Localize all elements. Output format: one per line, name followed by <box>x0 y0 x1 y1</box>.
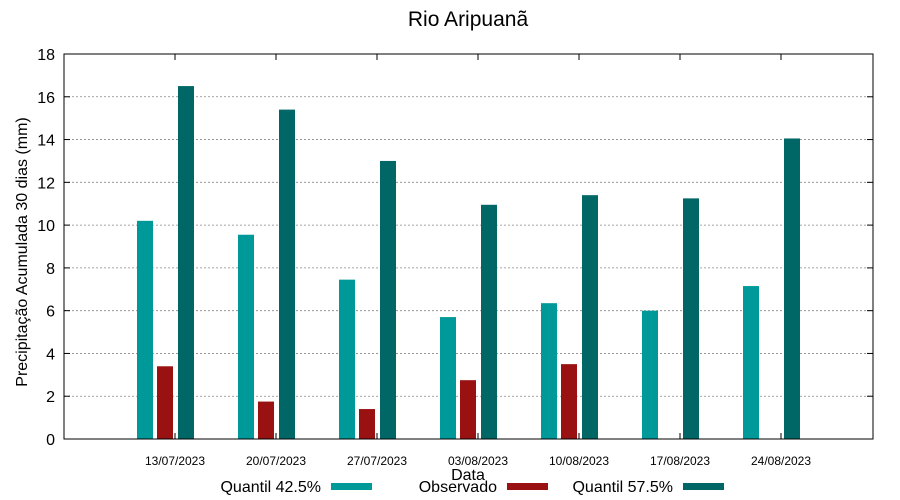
bar-observado-2 <box>359 409 375 439</box>
legend-label-1: Observado <box>419 479 497 496</box>
y-tick-label: 16 <box>37 90 55 107</box>
x-axis-label: Data <box>451 467 485 484</box>
legend-swatch-0 <box>331 483 372 490</box>
bar-quantil-42-5--3 <box>440 317 456 439</box>
bar-observado-1 <box>258 401 274 439</box>
bar-quantil-57-5--2 <box>380 160 396 439</box>
legend-label-0: Quantil 42.5% <box>220 479 321 496</box>
bar-observado-0 <box>157 366 173 439</box>
bar-quantil-42-5--2 <box>339 279 355 439</box>
bar-quantil-57-5--0 <box>178 86 194 439</box>
x-tick-label: 24/08/2023 <box>751 454 811 468</box>
y-tick-label: 10 <box>37 218 55 235</box>
bar-quantil-57-5--6 <box>784 138 800 439</box>
y-tick-label: 2 <box>46 389 55 406</box>
bar-observado-4 <box>561 364 577 439</box>
legend-swatch-2 <box>683 483 724 490</box>
chart-title: Rio Aripuanã <box>408 8 529 31</box>
bar-quantil-57-5--5 <box>683 198 699 439</box>
bars <box>137 86 800 439</box>
bar-quantil-57-5--3 <box>481 204 497 439</box>
bar-quantil-57-5--4 <box>582 195 598 439</box>
x-tick-label: 17/08/2023 <box>650 454 710 468</box>
bar-quantil-42-5--1 <box>238 234 254 439</box>
x-axis-ticks: 13/07/2023 20/07/2023 27/07/2023 03/08/2023… <box>145 54 811 468</box>
bar-quantil-42-5--5 <box>642 310 658 439</box>
x-tick-label: 13/07/2023 <box>145 454 205 468</box>
y-tick-label: 18 <box>37 47 55 64</box>
y-tick-label: 14 <box>37 133 55 150</box>
bar-quantil-42-5--0 <box>137 220 153 439</box>
legend-swatch-1 <box>507 483 548 490</box>
legend: Quantil 42.5% Observado Quantil 57.5% <box>220 479 724 496</box>
y-axis-ticks: 0 2 4 6 8 10 12 14 16 18 <box>37 47 873 449</box>
bar-quantil-42-5--4 <box>541 303 557 439</box>
y-tick-label: 4 <box>46 346 55 363</box>
bar-quantil-57-5--1 <box>279 109 295 439</box>
legend-label-2: Quantil 57.5% <box>572 479 673 496</box>
x-tick-label: 03/08/2023 <box>448 454 508 468</box>
plot-frame <box>63 53 874 440</box>
y-tick-label: 0 <box>46 432 55 449</box>
bar-quantil-42-5--6 <box>743 286 759 439</box>
y-axis-label: Precipitação Acumulada 30 dias (mm) <box>14 117 31 386</box>
y-tick-label: 6 <box>46 304 55 321</box>
y-tick-label: 12 <box>37 175 55 192</box>
bar-observado-3 <box>460 380 476 439</box>
x-tick-label: 27/07/2023 <box>347 454 407 468</box>
y-tick-label: 8 <box>46 261 55 278</box>
x-tick-label: 10/08/2023 <box>549 454 609 468</box>
x-tick-label: 20/07/2023 <box>246 454 306 468</box>
